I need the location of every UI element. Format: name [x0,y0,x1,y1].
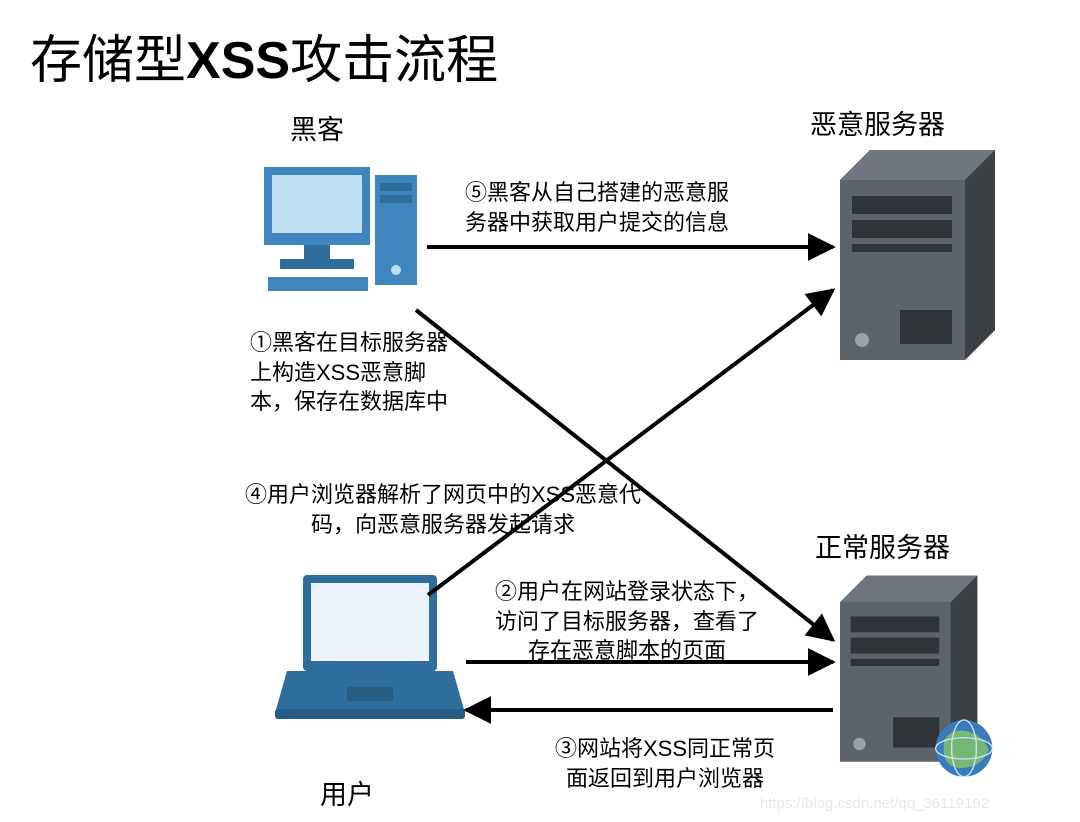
user-node [275,575,465,725]
edge-user-to-evil [428,290,833,595]
hacker-node [260,155,425,305]
normal-server-node [840,570,995,790]
step-3: ③网站将XSS同正常页 面返回到用户浏览器 [555,734,775,793]
evil-server-node [840,150,995,370]
user-label: 用户 [320,777,374,813]
step-2: ②用户在网站登录状态下， 访问了目标服务器，查看了 存在恶意脚本的页面 [495,577,759,666]
title-prefix: 存储型 [30,32,186,90]
hacker-label: 黑客 [290,112,344,148]
step-4: ④用户浏览器解析了网页中的XSS恶意代 码，向恶意服务器发起请求 [245,480,641,539]
evil-server-label: 恶意服务器 [810,107,945,143]
title-bold: XSS [186,32,290,90]
server-globe-icon [840,570,995,785]
laptop-icon [275,575,465,720]
page-title: 存储型XSS攻击流程 [30,18,498,93]
server-icon [840,150,995,365]
step-5: ⑤黑客从自己搭建的恶意服 务器中获取用户提交的信息 [465,178,729,237]
step-1: ①黑客在目标服务器 上构造XSS恶意脚 本，保存在数据库中 [250,328,448,417]
normal-server-label: 正常服务器 [815,530,950,566]
watermark: https://blog.csdn.net/qq_36119192 [760,795,989,812]
title-suffix: 攻击流程 [290,32,498,90]
desktop-pc-icon [260,155,425,300]
